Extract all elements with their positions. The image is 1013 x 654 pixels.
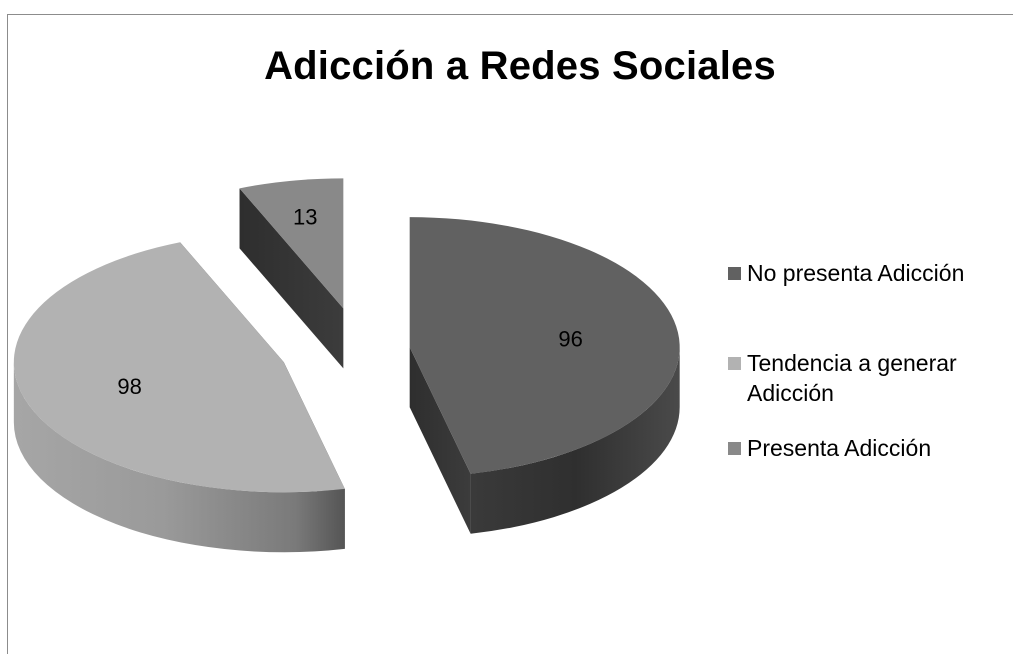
- legend-label-no-presenta-adiccion: No presenta Adicción: [747, 260, 965, 286]
- pie-slice-tendencia-a-generar-adiccion: [13, 242, 345, 553]
- data-label-presenta-adiccion: 13: [293, 205, 317, 230]
- legend-item-presenta-adiccion: Presenta Adicción: [728, 433, 1008, 463]
- slice-top-tendencia-a-generar-adiccion: [13, 242, 345, 493]
- data-label-tendencia-a-generar-adiccion: 98: [117, 374, 141, 399]
- legend-swatch-no-presenta-adiccion: [728, 267, 741, 280]
- legend-item-no-presenta-adiccion: No presenta Adicción: [728, 258, 1008, 288]
- chart-title: Adicción a Redes Sociales: [264, 44, 776, 88]
- slice-side-no-presenta-adiccion: [470, 347, 680, 534]
- pie-slice-no-presenta-adiccion: [409, 217, 680, 534]
- legend-item-tendencia-a-generar-adiccion: Tendencia a generar Adicción: [728, 348, 968, 408]
- slice-wall-presenta-adiccion-0: [239, 188, 344, 369]
- data-label-no-presenta-adiccion: 96: [558, 326, 582, 351]
- legend-swatch-presenta-adiccion: [728, 442, 741, 455]
- slice-side-tendencia-a-generar-adiccion: [13, 362, 345, 553]
- slice-top-presenta-adiccion: [239, 178, 344, 309]
- legend-swatch-tendencia-a-generar-adiccion: [728, 357, 741, 370]
- slice-wall-no-presenta-adiccion-1: [409, 347, 471, 534]
- legend-label-tendencia-a-generar-adiccion: Tendencia a generar Adicción: [747, 350, 957, 406]
- legend-label-presenta-adiccion: Presenta Adicción: [747, 435, 932, 461]
- slice-top-no-presenta-adiccion: [409, 217, 680, 474]
- pie-slice-presenta-adiccion: [239, 178, 344, 369]
